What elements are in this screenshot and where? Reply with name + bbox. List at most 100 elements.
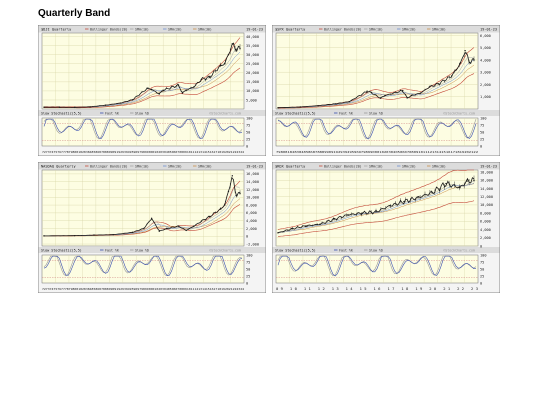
indicator-y-tick-label: 25 — [246, 274, 250, 278]
data-point — [43, 106, 45, 108]
indicator-header-bar — [272, 247, 500, 253]
chart-svg: $RDX Quarterly Bollinger Bands(20) SMA(10)… — [272, 162, 500, 293]
data-point — [150, 217, 153, 220]
data-point — [335, 103, 337, 105]
y-tick-label: 6,000 — [246, 211, 257, 215]
data-point — [177, 225, 180, 227]
x-tick-labels: 7273747576777879808182838485868788899091… — [42, 287, 244, 291]
chart-title: $DJI Quarterly — [41, 28, 72, 32]
y-tick-label: 3,000 — [480, 71, 491, 75]
data-point — [158, 93, 160, 95]
data-point — [451, 75, 453, 77]
data-point — [93, 234, 95, 236]
indicator-y-tick-label: 25 — [480, 274, 484, 278]
legend-entry: SMA(20) — [168, 28, 182, 32]
data-point — [291, 228, 293, 230]
indicator-y-tick-label: 75 — [246, 260, 250, 264]
indicator-legend-slow: Slow %D — [135, 112, 149, 116]
data-point — [131, 231, 134, 234]
data-point — [185, 89, 187, 91]
y-tick-label: 12,000 — [246, 188, 259, 192]
indicator-legend-slow: Slow %D — [369, 112, 383, 116]
y-tick-label: 0 — [480, 244, 482, 248]
legend-entry: Bollinger Bands(20) — [90, 28, 128, 32]
data-point — [185, 229, 187, 232]
data-point — [58, 106, 61, 108]
legend-entry: Bollinger Bands(20) — [90, 165, 128, 169]
bollinger-lower-line — [277, 200, 475, 237]
main-header-bar — [272, 162, 500, 170]
data-point — [193, 86, 195, 88]
indicator-y-tick-label: 100 — [480, 253, 487, 257]
data-point — [220, 208, 222, 210]
indicator-y-tick-label: 50 — [246, 130, 250, 134]
data-point — [235, 48, 237, 50]
data-point — [370, 91, 373, 94]
y-tick-label: 10,000 — [480, 203, 493, 207]
chart-panel-dji: $DJI Quarterly Bollinger Bands(20) SMA(10)… — [38, 25, 266, 156]
data-point — [74, 234, 76, 237]
y-tick-label: 6,000 — [480, 220, 491, 224]
data-point — [120, 102, 122, 104]
bollinger-lower-line — [43, 67, 241, 109]
data-point — [455, 69, 457, 71]
indicator-title: Slow Stochastic(5,5) — [41, 112, 82, 116]
data-point — [235, 194, 237, 197]
chart-date: 19-01-23 — [246, 165, 263, 169]
y-tick-label: 5,000 — [246, 98, 257, 102]
indicator-y-tick-label: 50 — [480, 267, 484, 271]
indicator-y-tick-label: 75 — [246, 123, 250, 127]
main-header-bar — [38, 162, 266, 170]
data-point — [147, 87, 149, 89]
data-point — [277, 107, 279, 109]
data-point — [200, 78, 203, 80]
data-point — [379, 97, 382, 99]
y-tick-label: 5,000 — [480, 46, 491, 50]
y-tick-label: 2,000 — [480, 83, 491, 87]
y-tick-label: 2,000 — [480, 236, 491, 240]
legend-entry: Bollinger Bands(20) — [324, 28, 362, 32]
indicator-header-bar — [38, 247, 266, 253]
data-point — [466, 180, 468, 182]
legend-entry: SMA(10) — [135, 165, 149, 169]
fast-k-line — [43, 118, 243, 139]
legend-entry: SMA(10) — [135, 28, 149, 32]
data-point — [112, 233, 114, 236]
chart-panel-nasdaq: NASDAQ Quarterly Bollinger Bands(20) SMA(1… — [38, 162, 266, 293]
indicator-legend-fast: Fast %K — [105, 249, 119, 253]
data-point — [406, 97, 408, 99]
main-plot-area — [41, 169, 245, 247]
legend-entry: SMA(30) — [432, 28, 446, 32]
indicator-title: Slow Stochastic(5,5) — [275, 249, 316, 253]
indicator-y-tick-label: 75 — [480, 260, 484, 264]
indicator-y-tick-label: 75 — [480, 123, 484, 127]
indicator-header-bar — [38, 110, 266, 116]
data-point — [417, 196, 419, 199]
chart-date: 19-01-23 — [246, 28, 263, 32]
chart-date: 19-01-23 — [480, 165, 497, 169]
data-point — [384, 94, 386, 97]
main-header-bar — [272, 25, 500, 33]
page-title: Quarterly Band — [38, 8, 111, 19]
legend-entry: SMA(10) — [369, 165, 383, 169]
data-point — [317, 104, 319, 107]
chart-svg: NASDAQ Quarterly Bollinger Bands(20) SMA(1… — [38, 162, 266, 293]
legend-entry: Bollinger Bands(20) — [324, 165, 362, 169]
y-tick-label: 8,000 — [246, 203, 257, 207]
main-header-bar — [38, 25, 266, 33]
indicator-legend-fast: Fast %K — [339, 112, 353, 116]
data-point — [193, 225, 195, 227]
data-point — [437, 83, 440, 85]
data-point — [299, 106, 301, 108]
y-tick-label: 16,000 — [480, 179, 493, 183]
y-tick-label: 4,000 — [480, 58, 491, 62]
data-point — [366, 90, 368, 92]
chart-grid: $DJI Quarterly Bollinger Bands(20) SMA(10)… — [38, 25, 500, 293]
data-point — [220, 64, 222, 67]
data-point — [403, 200, 405, 203]
indicator-y-tick-label: 50 — [246, 267, 250, 271]
x-tick-labels: 7273747576777879808182838485868788899091… — [42, 150, 244, 154]
indicator-y-tick-label: 50 — [480, 130, 484, 134]
data-point — [177, 84, 180, 86]
indicator-y-tick-label: 25 — [246, 137, 250, 141]
